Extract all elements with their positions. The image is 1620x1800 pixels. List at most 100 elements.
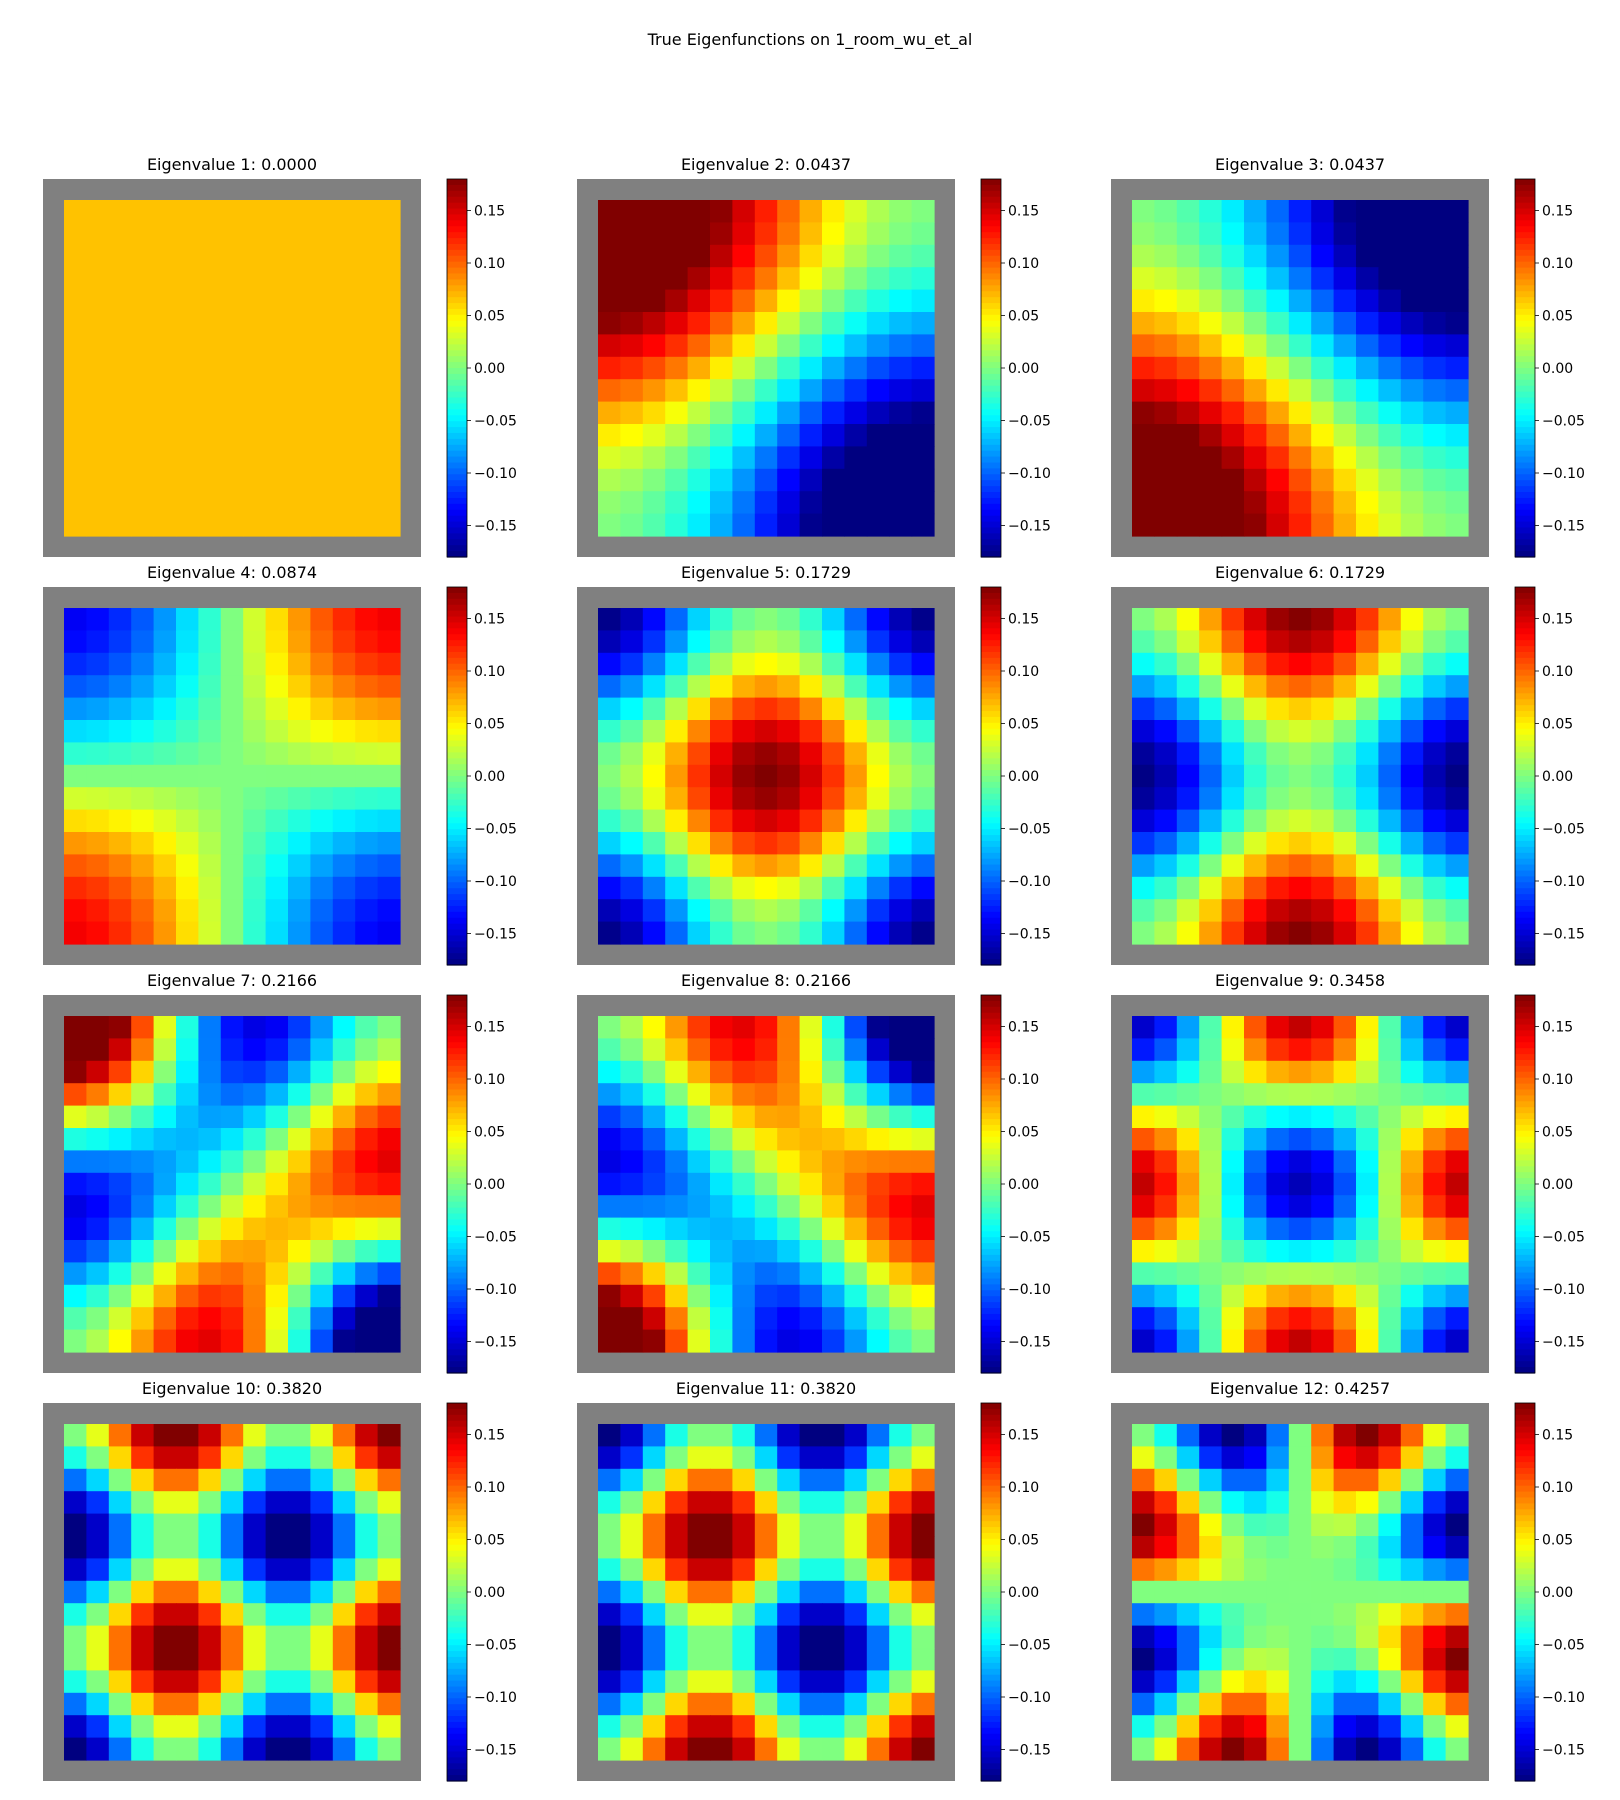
heatmap-cell xyxy=(1445,222,1469,246)
heatmap-cell xyxy=(86,1128,110,1151)
colorbar-segment xyxy=(981,474,1001,481)
heatmap-cell xyxy=(288,630,311,654)
heatmap-cell xyxy=(198,356,222,380)
heatmap-cell xyxy=(1244,1715,1267,1739)
heatmap-cell xyxy=(889,1262,913,1286)
colorbar-segment xyxy=(981,1603,1001,1611)
heatmap-cell xyxy=(288,854,311,878)
heatmap-cell xyxy=(620,1536,644,1559)
heatmap-cell xyxy=(310,921,334,945)
colorbar-segment xyxy=(981,1254,1001,1262)
heatmap-cell xyxy=(288,1060,311,1084)
heatmap-cell xyxy=(844,446,868,470)
colorbar-segment xyxy=(981,1184,1001,1191)
heatmap-cell xyxy=(1266,267,1290,291)
heatmap-cell xyxy=(332,1580,356,1604)
heatmap-cell xyxy=(1266,1307,1290,1331)
heatmap-cell xyxy=(310,1603,334,1627)
colorbar-tick-label: 0.15 xyxy=(1542,1428,1573,1444)
colorbar-segment xyxy=(1515,196,1535,204)
heatmap-cell xyxy=(911,1648,935,1671)
colorbar-segment xyxy=(1515,1148,1535,1156)
colorbar-segment xyxy=(1515,1124,1535,1132)
heatmap-cell xyxy=(1288,1513,1312,1537)
heatmap-cell xyxy=(642,1558,666,1582)
colorbar-segment xyxy=(447,888,467,895)
heatmap-cell xyxy=(288,1262,311,1286)
colorbar-segment xyxy=(981,344,1001,351)
heatmap-cell xyxy=(310,1491,334,1515)
heatmap-cell xyxy=(1311,1603,1335,1627)
heatmap-cell xyxy=(1356,876,1379,900)
heatmap-cell xyxy=(620,1284,644,1308)
colorbar-tick-label: −0.05 xyxy=(1008,414,1051,430)
heatmap-cell xyxy=(687,764,711,788)
colorbar-segment xyxy=(981,1095,1001,1102)
heatmap-cell xyxy=(1199,1536,1223,1559)
heatmap-cell xyxy=(1266,1329,1290,1353)
heatmap-cell xyxy=(1445,1670,1469,1694)
colorbar-segment xyxy=(447,1308,467,1315)
colorbar-segment xyxy=(1515,338,1535,345)
colorbar-segment xyxy=(447,793,467,801)
colorbar-segment xyxy=(447,273,467,281)
heatmap-cell xyxy=(176,424,199,447)
heatmap-cell xyxy=(687,1670,711,1694)
heatmap-cell xyxy=(1356,787,1379,811)
colorbar: 0.150.100.050.00−0.05−0.10−0.15 xyxy=(980,178,1051,558)
colorbar-segment xyxy=(447,1136,467,1144)
colorbar-segment xyxy=(981,1284,1001,1291)
heatmap-cell xyxy=(198,1468,222,1492)
heatmap-cell xyxy=(822,652,845,676)
colorbar-segment xyxy=(447,1018,467,1026)
heatmap-cell xyxy=(1244,1083,1267,1107)
heatmap-cell xyxy=(1199,1060,1223,1084)
heatmap-cell xyxy=(86,1536,110,1559)
heatmap-cell xyxy=(220,720,244,743)
heatmap-cell xyxy=(710,424,733,447)
heatmap-cell xyxy=(732,289,756,313)
colorbar-segment xyxy=(981,900,1001,907)
heatmap-cell xyxy=(665,1060,689,1084)
colorbar-tick-label: 0.05 xyxy=(1542,1533,1573,1549)
colorbar-segment xyxy=(1515,1597,1535,1605)
heatmap-cell xyxy=(131,608,155,631)
heatmap-cell xyxy=(64,697,87,721)
heatmap-cell xyxy=(866,312,890,335)
colorbar-segment xyxy=(447,592,467,600)
heatmap-cell xyxy=(243,764,267,788)
colorbar-segment xyxy=(1515,781,1535,789)
heatmap-cell xyxy=(710,1468,733,1492)
colorbar-segment xyxy=(981,232,1001,239)
heatmap-cell xyxy=(777,200,801,223)
heatmap-cell xyxy=(288,1648,311,1671)
colorbar-tick-label: −0.05 xyxy=(1008,822,1051,838)
colorbar-segment xyxy=(447,1674,467,1682)
heatmap-cell xyxy=(598,1513,621,1537)
heatmap-cell xyxy=(665,1692,689,1716)
heatmap-cell xyxy=(310,832,334,855)
colorbar-segment xyxy=(447,1775,467,1782)
colorbar-segment xyxy=(981,1450,1001,1457)
colorbar-segment xyxy=(981,480,1001,487)
colorbar-segment xyxy=(447,232,467,239)
heatmap-cell xyxy=(243,608,267,631)
heatmap-cell xyxy=(889,1580,913,1604)
colorbar-tick-label: −0.10 xyxy=(1542,1282,1585,1298)
heatmap-cell xyxy=(1423,468,1447,492)
heatmap-cell xyxy=(754,876,778,900)
heatmap-cell xyxy=(220,468,244,492)
heatmap-cell xyxy=(822,1603,845,1627)
heatmap-cell xyxy=(642,1083,666,1107)
heatmap-cell xyxy=(1266,1016,1290,1039)
colorbar-segment xyxy=(981,935,1001,942)
heatmap-cell xyxy=(1288,809,1312,833)
heatmap-cell xyxy=(1221,1446,1245,1470)
heatmap-cell xyxy=(1221,630,1245,654)
heatmap-cell xyxy=(1132,697,1155,721)
heatmap-cell xyxy=(799,697,823,721)
heatmap-cell xyxy=(1333,424,1357,447)
heatmap-cell xyxy=(1154,1284,1178,1308)
colorbar-segment xyxy=(1515,657,1535,665)
colorbar-segment xyxy=(447,687,467,694)
